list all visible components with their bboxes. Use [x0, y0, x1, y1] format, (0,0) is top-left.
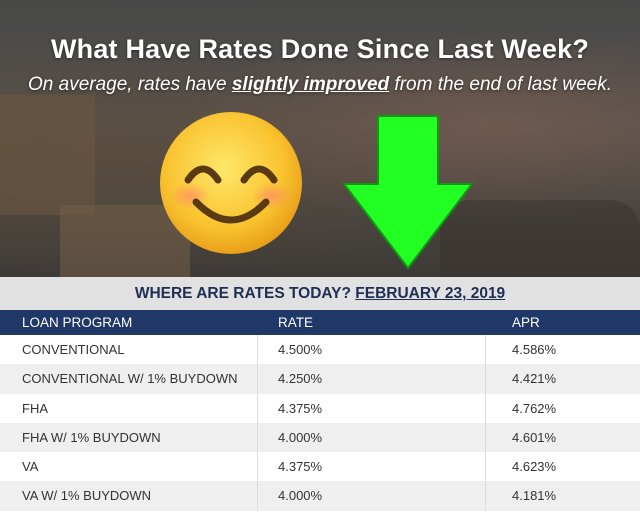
rate-cell: 4.375%: [258, 452, 486, 482]
page-title: What Have Rates Done Since Last Week?: [50, 34, 590, 64]
loan-program-cell: CONVENTIONAL: [0, 335, 258, 365]
moving-box: [0, 95, 95, 215]
rates-table: LOAN PROGRAM RATE APR CONVENTIONAL 4.500…: [0, 310, 640, 511]
banner-label: WHERE ARE RATES TODAY?: [134, 285, 356, 302]
table-row: FHA 4.375% 4.762%: [0, 393, 640, 423]
moving-box: [60, 205, 190, 280]
apr-cell: 4.762%: [512, 400, 557, 416]
loan-program-cell: FHA: [0, 393, 258, 423]
loan-program-cell: FHA W/ 1% BUYDOWN: [0, 422, 258, 453]
rates-banner: WHERE ARE RATES TODAY? FEBRUARY 23, 2019: [0, 277, 640, 310]
column-header-program: LOAN PROGRAM: [22, 315, 133, 330]
subtitle-emphasis: slightly improved: [231, 74, 390, 95]
rate-cell: 4.000%: [258, 422, 486, 453]
table-row: FHA W/ 1% BUYDOWN 4.000% 4.601%: [0, 422, 640, 453]
table-row: CONVENTIONAL W/ 1% BUYDOWN 4.250% 4.421%: [0, 364, 640, 394]
table-row: CONVENTIONAL 4.500% 4.586%: [0, 335, 640, 365]
subtitle-suffix: from the end of last week.: [389, 74, 612, 95]
hero-shade: [0, 0, 640, 282]
apr-cell: 4.421%: [512, 371, 557, 387]
loan-program-cell: CONVENTIONAL W/ 1% BUYDOWN: [0, 364, 258, 394]
table-header: LOAN PROGRAM RATE APR: [0, 310, 640, 335]
rate-cell: 4.375%: [258, 393, 486, 423]
apr-cell: 4.601%: [512, 429, 557, 445]
table-row: VA W/ 1% BUYDOWN 4.000% 4.181%: [0, 481, 640, 511]
table-row: VA 4.375% 4.623%: [0, 452, 640, 482]
apr-cell: 4.623%: [512, 459, 557, 475]
banner-date: FEBRUARY 23, 2019: [355, 285, 506, 302]
loan-program-cell: VA: [0, 452, 258, 482]
subtitle-prefix: On average, rates have: [28, 74, 232, 95]
apr-cell: 4.586%: [512, 342, 557, 357]
rate-cell: 4.500%: [258, 335, 486, 365]
column-header-rate: RATE: [278, 315, 314, 330]
rate-cell: 4.250%: [258, 364, 486, 394]
down-arrow-icon: [341, 115, 475, 270]
loan-program-cell: VA W/ 1% BUYDOWN: [0, 481, 258, 511]
couch-shape: [440, 200, 640, 282]
hero-background: [0, 0, 640, 282]
apr-cell: 4.181%: [512, 488, 557, 504]
smiling-face-icon: [160, 112, 302, 254]
rate-cell: 4.000%: [258, 481, 486, 511]
page-subtitle: On average, rates have slightly improved…: [0, 74, 640, 96]
column-header-apr: APR: [512, 315, 540, 330]
